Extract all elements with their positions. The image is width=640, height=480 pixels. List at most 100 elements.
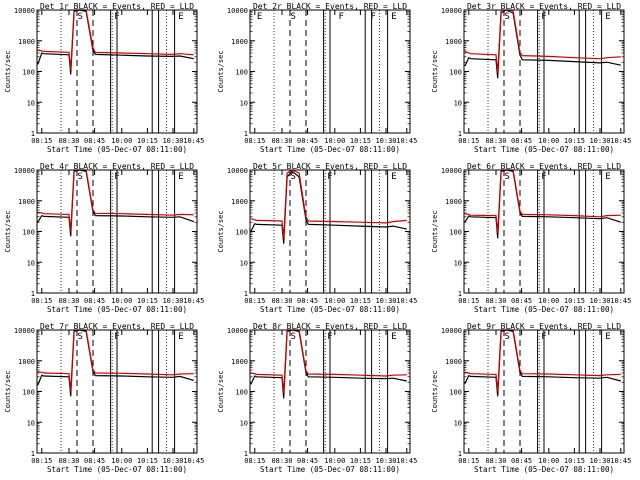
y-tick-label: 1000 (231, 38, 248, 46)
flag-label: E (178, 12, 183, 22)
x-tick-label: 08:30 (485, 297, 506, 305)
y-tick-label: 10000 (227, 167, 248, 175)
flag-label: E (257, 12, 262, 22)
panel-title: Det 1r BLACK = Events, RED = LLD (40, 2, 194, 11)
y-tick-label: 10 (240, 419, 248, 427)
y-axis-label: Counts/sec (4, 370, 12, 412)
x-axis-label: Start Time (05-Dec-07 08:11:00) (260, 465, 400, 474)
x-tick-label: 08:15 (244, 457, 265, 465)
flag-label: S (504, 12, 509, 22)
flag-label: S (504, 332, 509, 342)
x-tick-label: 10:15 (350, 137, 371, 145)
flag-label: F (541, 172, 546, 182)
y-tick-label: 1000 (445, 358, 462, 366)
x-tick-label: 08:30 (271, 297, 292, 305)
y-tick-label: 1 (244, 450, 248, 458)
x-tick-label: 10:30 (589, 297, 610, 305)
x-tick-label: 10:45 (396, 457, 417, 465)
y-tick-label: 10000 (441, 7, 462, 15)
y-tick-label: 100 (235, 229, 248, 237)
x-tick-label: 08:15 (244, 297, 265, 305)
x-tick-label: 08:15 (458, 137, 479, 145)
x-tick-label: 08:45 (84, 297, 105, 305)
y-tick-label: 1000 (18, 38, 35, 46)
panel-title: Det 8r BLACK = Events, RED = LLD (253, 322, 407, 331)
y-axis-label: Counts/sec (217, 210, 225, 252)
x-tick-label: 10:15 (350, 297, 371, 305)
y-tick-label: 10000 (227, 327, 248, 335)
flag-label: E (178, 332, 183, 342)
panel-title: Det 9r BLACK = Events, RED = LLD (467, 322, 621, 331)
x-tick-label: 10:30 (589, 457, 610, 465)
x-tick-label: 10:15 (564, 457, 585, 465)
x-tick-label: 08:30 (485, 457, 506, 465)
panel-title: Det 4r BLACK = Events, RED = LLD (40, 162, 194, 171)
y-tick-label: 1000 (18, 358, 35, 366)
flag-label: E (391, 332, 396, 342)
panel-title: Det 7r BLACK = Events, RED = LLD (40, 322, 194, 331)
x-tick-label: 10:30 (375, 457, 396, 465)
x-tick-label: 10:30 (162, 137, 183, 145)
y-tick-label: 10 (27, 99, 35, 107)
x-tick-label: 10:00 (111, 137, 132, 145)
x-tick-label: 08:45 (84, 137, 105, 145)
y-tick-label: 1000 (445, 198, 462, 206)
panel-title: Det 5r BLACK = Events, RED = LLD (253, 162, 407, 171)
x-tick-label: 10:00 (538, 137, 559, 145)
y-axis-label: Counts/sec (217, 370, 225, 412)
x-tick-label: 08:30 (271, 137, 292, 145)
y-tick-label: 100 (22, 229, 35, 237)
y-tick-label: 1 (31, 130, 35, 138)
y-tick-label: 10 (240, 259, 248, 267)
x-tick-label: 10:15 (137, 137, 158, 145)
y-tick-label: 10000 (441, 327, 462, 335)
flag-label: F (541, 12, 546, 22)
y-tick-label: 10 (240, 99, 248, 107)
series-line-lld (464, 9, 621, 73)
x-axis-label: Start Time (05-Dec-07 08:11:00) (474, 465, 614, 474)
flag-label: F (370, 12, 375, 22)
x-tick-label: 10:45 (610, 457, 631, 465)
y-tick-label: 10 (27, 259, 35, 267)
y-axis-label: Counts/sec (431, 370, 439, 412)
flag-label: S (504, 172, 509, 182)
flag-label: E (391, 12, 396, 22)
x-axis-label: Start Time (05-Dec-07 08:11:00) (474, 145, 614, 154)
y-tick-label: 10000 (14, 327, 35, 335)
x-tick-label: 08:45 (297, 297, 318, 305)
x-tick-label: 10:30 (375, 137, 396, 145)
flag-label: S (290, 172, 295, 182)
x-tick-label: 10:15 (350, 457, 371, 465)
panel-title: Det 2r BLACK = Events, RED = LLD (253, 2, 407, 11)
y-axis-label: Counts/sec (217, 50, 225, 92)
x-tick-label: 10:45 (183, 457, 204, 465)
y-tick-label: 1 (458, 450, 462, 458)
x-tick-label: 10:00 (538, 297, 559, 305)
y-tick-label: 10 (454, 419, 462, 427)
x-tick-label: 08:45 (297, 457, 318, 465)
flag-label: E (605, 12, 610, 22)
x-tick-label: 10:00 (111, 297, 132, 305)
y-tick-label: 10 (27, 419, 35, 427)
x-tick-label: 10:00 (324, 297, 345, 305)
x-tick-label: 10:45 (610, 137, 631, 145)
x-axis-label: Start Time (05-Dec-07 08:11:00) (47, 145, 187, 154)
y-tick-label: 100 (235, 389, 248, 397)
y-tick-label: 100 (449, 389, 462, 397)
x-tick-label: 10:00 (538, 457, 559, 465)
x-tick-label: 10:15 (137, 297, 158, 305)
x-tick-label: 10:30 (375, 297, 396, 305)
x-tick-label: 08:45 (511, 137, 532, 145)
x-tick-label: 08:30 (271, 457, 292, 465)
y-tick-label: 1 (244, 130, 248, 138)
flag-label: E (391, 172, 396, 182)
x-tick-label: 08:15 (458, 297, 479, 305)
x-axis-label: Start Time (05-Dec-07 08:11:00) (474, 305, 614, 314)
flag-label: E (178, 172, 183, 182)
flag-label: F (114, 172, 119, 182)
flag-label: F (338, 12, 343, 22)
